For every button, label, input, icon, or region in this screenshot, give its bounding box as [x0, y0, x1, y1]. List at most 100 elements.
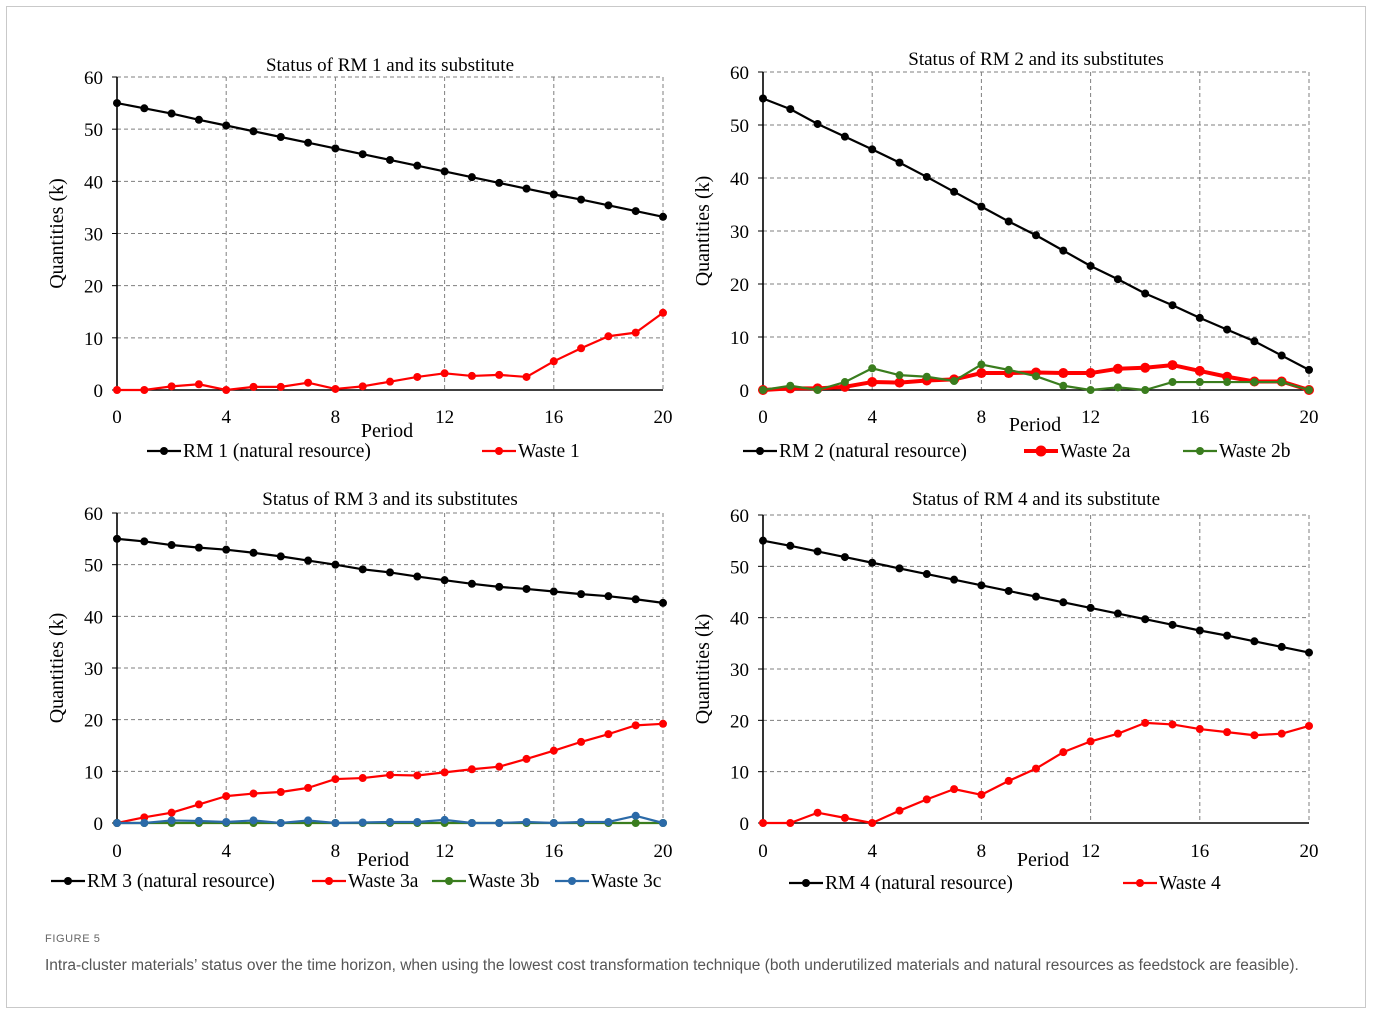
data-point: [1277, 642, 1286, 651]
x-tick-label: 12: [435, 407, 454, 428]
data-point: [840, 132, 849, 141]
data-point: [1032, 231, 1040, 240]
data-point: [1277, 729, 1286, 738]
x-tick-label: 8: [977, 407, 987, 428]
caption-block: FIGURE 5 Intra-cluster materials’ status…: [45, 933, 1345, 977]
chart-panel-3: Status of RM 3 and its substitutes 0 10 20 3…: [46, 489, 673, 892]
data-point: [167, 816, 176, 825]
series-4: [113, 811, 667, 827]
data-point: [950, 785, 959, 794]
legend-label: RM 4 (natural resource): [825, 873, 1013, 894]
x-tick-label: 20: [1300, 407, 1319, 428]
legend-marker: [160, 447, 168, 455]
legend-label: Waste 3a: [348, 871, 419, 892]
y-tick-label: 20: [84, 711, 103, 732]
data-point: [867, 377, 878, 388]
legend-entry: RM 1 (natural resource): [147, 441, 371, 462]
figure-caption: Intra-cluster materials’ status over the…: [45, 957, 1299, 974]
data-point: [659, 308, 667, 317]
x-tick-label: 4: [221, 407, 231, 428]
legend-label: Waste 1: [518, 441, 580, 462]
chart-title: Status of RM 4 and its substitute: [912, 489, 1160, 510]
y-axis-label: Quantities (k): [692, 176, 714, 287]
data-point: [440, 768, 449, 777]
data-point: [495, 178, 504, 187]
x-tick-label: 16: [544, 841, 563, 862]
data-point: [495, 762, 504, 771]
series-1: [113, 99, 667, 221]
data-point: [140, 104, 149, 113]
data-point: [631, 328, 640, 337]
data-point: [386, 155, 394, 164]
data-point: [659, 598, 667, 607]
data-point: [140, 819, 149, 827]
data-point: [304, 378, 313, 387]
data-point: [868, 364, 877, 373]
data-point: [331, 819, 340, 827]
data-point: [1032, 764, 1040, 773]
data-point: [1250, 637, 1259, 646]
data-point: [331, 775, 340, 784]
data-point: [1305, 648, 1313, 657]
data-point: [522, 817, 531, 826]
data-point: [140, 386, 149, 394]
data-point: [1167, 360, 1178, 371]
data-point: [222, 792, 231, 801]
data-point: [922, 172, 931, 181]
data-point: [577, 737, 586, 746]
data-point: [950, 187, 959, 196]
x-tick-label: 4: [867, 407, 877, 428]
data-point: [522, 754, 531, 763]
data-point: [1113, 609, 1122, 618]
legend-label: RM 3 (natural resource): [87, 871, 275, 892]
data-point: [1195, 313, 1204, 322]
data-point: [977, 202, 986, 211]
data-point: [113, 386, 121, 394]
y-tick-label: 30: [84, 659, 103, 680]
data-point: [1141, 289, 1150, 298]
data-point: [167, 541, 176, 550]
y-tick-label: 10: [84, 762, 103, 783]
data-point: [467, 579, 476, 588]
data-point: [631, 595, 640, 604]
data-point: [222, 545, 231, 554]
x-tick-label: 12: [435, 841, 454, 862]
data-point: [194, 543, 203, 552]
y-tick-label: 40: [730, 169, 749, 190]
data-point: [840, 813, 849, 822]
data-point: [577, 195, 586, 204]
data-point: [549, 746, 558, 755]
x-tick-label: 4: [867, 841, 877, 862]
data-point: [386, 817, 394, 826]
data-point: [894, 377, 905, 388]
data-point: [977, 790, 986, 799]
data-point: [413, 161, 422, 170]
data-point: [976, 368, 987, 379]
legend-marker: [756, 447, 764, 455]
x-tick-label: 16: [544, 407, 563, 428]
x-tick-label: 8: [331, 407, 341, 428]
legend-label: Waste 2a: [1060, 441, 1131, 462]
x-tick-label: 20: [654, 407, 673, 428]
data-point: [631, 721, 640, 730]
data-point: [786, 381, 795, 390]
y-tick-label: 0: [94, 814, 104, 835]
data-point: [786, 541, 795, 550]
data-point: [249, 382, 258, 391]
data-point: [577, 590, 586, 599]
y-tick-label: 40: [84, 607, 103, 628]
x-axis-label: Period: [361, 420, 413, 442]
data-point: [1004, 586, 1013, 595]
data-point: [249, 789, 258, 798]
data-point: [249, 127, 258, 136]
chart-title: Status of RM 3 and its substitutes: [262, 489, 517, 510]
data-point: [276, 788, 285, 796]
y-tick-label: 10: [730, 328, 749, 349]
data-point: [549, 357, 558, 366]
legend-marker: [325, 877, 333, 885]
data-point: [1195, 626, 1204, 635]
legend-label: Waste 2b: [1219, 441, 1291, 462]
legend-marker: [495, 447, 503, 455]
series-2: [113, 719, 667, 827]
data-point: [1004, 776, 1013, 785]
